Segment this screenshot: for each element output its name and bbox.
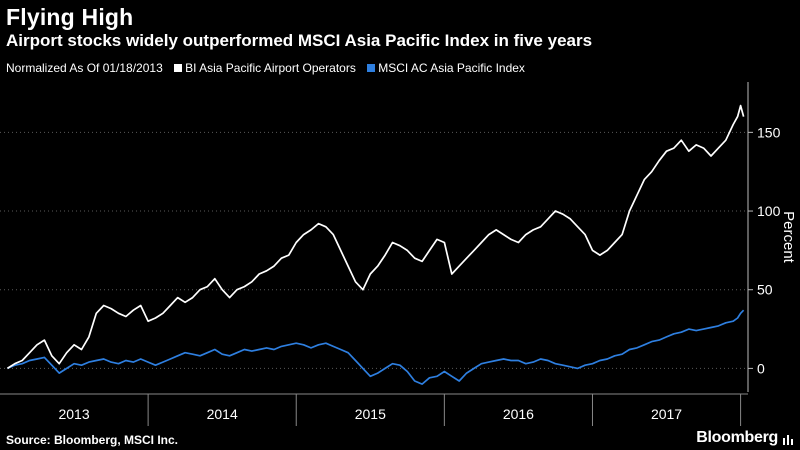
- legend-item-airport: BI Asia Pacific Airport Operators: [174, 61, 356, 75]
- legend: Normalized As Of 01/18/2013 BI Asia Paci…: [6, 61, 533, 75]
- legend-label-airport: BI Asia Pacific Airport Operators: [185, 61, 356, 75]
- legend-label-msci: MSCI AC Asia Pacific Index: [378, 61, 525, 75]
- chart-subtitle: Airport stocks widely outperformed MSCI …: [6, 31, 593, 50]
- legend-item-msci: MSCI AC Asia Pacific Index: [367, 61, 525, 75]
- y-tick-label-100: 100: [757, 203, 781, 219]
- x-tick-label-2017: 2017: [651, 406, 682, 422]
- x-tick-label-2013: 2013: [58, 406, 89, 422]
- legend-swatch-airport: [174, 64, 183, 72]
- legend-note: Normalized As Of 01/18/2013: [6, 61, 163, 75]
- source-note: Source: Bloomberg, MSCI Inc.: [6, 433, 179, 447]
- x-tick-label-2015: 2015: [355, 406, 386, 422]
- y-tick-label-0: 0: [757, 360, 765, 376]
- x-tick-label-2014: 2014: [207, 406, 238, 422]
- bloomberg-bars-icon: [783, 435, 793, 445]
- x-tick-label-2016: 2016: [503, 406, 534, 422]
- series-line-msci: [7, 309, 745, 385]
- brand-logo: Bloomberg: [696, 429, 778, 446]
- chart-title: Flying High: [6, 4, 134, 30]
- legend-swatch-msci: [367, 64, 376, 72]
- y-axis-title: Percent: [780, 211, 797, 264]
- y-tick-label-50: 50: [757, 282, 773, 298]
- series-line-airport: [6, 104, 745, 370]
- y-tick-label-150: 150: [757, 124, 781, 140]
